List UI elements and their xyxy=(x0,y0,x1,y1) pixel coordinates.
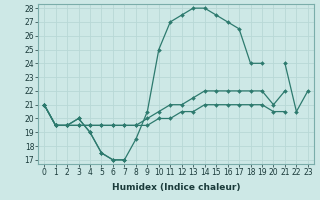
X-axis label: Humidex (Indice chaleur): Humidex (Indice chaleur) xyxy=(112,183,240,192)
